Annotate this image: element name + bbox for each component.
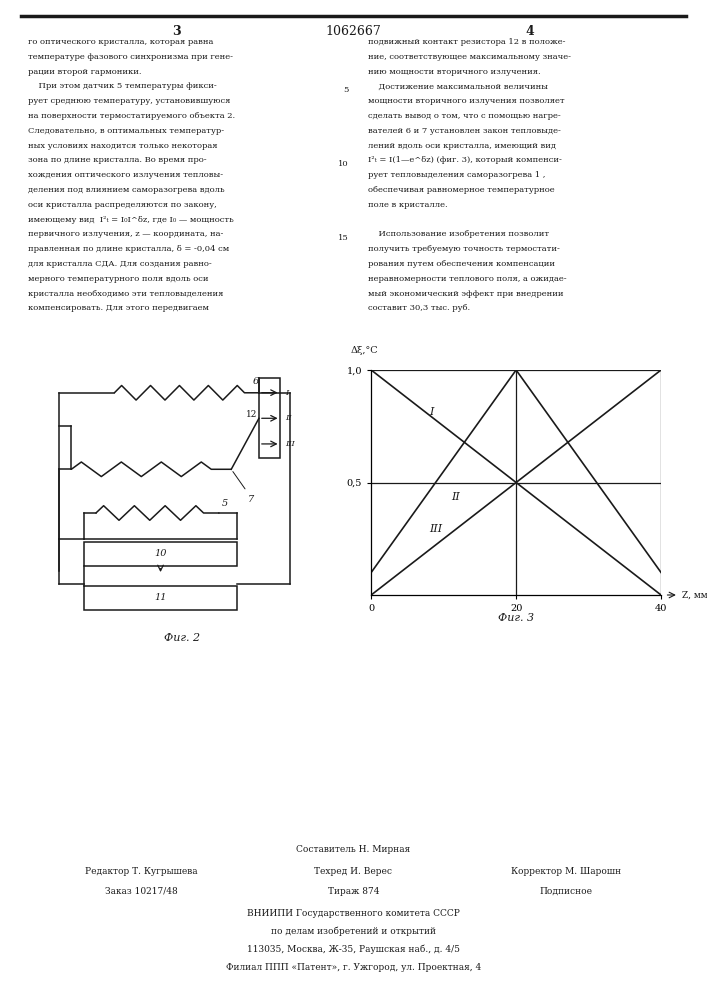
- Text: Заказ 10217/48: Заказ 10217/48: [105, 887, 177, 896]
- Text: 3: 3: [173, 25, 181, 38]
- Text: Тираж 874: Тираж 874: [328, 887, 379, 896]
- Text: Z, мм: Z, мм: [682, 590, 707, 599]
- Bar: [83, 542, 238, 566]
- Text: 5: 5: [343, 86, 349, 94]
- Text: получить требуемую точность термостати-: получить требуемую точность термостати-: [368, 245, 559, 253]
- Bar: [259, 378, 281, 458]
- Text: Фиг. 3: Фиг. 3: [498, 613, 534, 623]
- Text: неравномерности теплового поля, а ожидае-: неравномерности теплового поля, а ожидае…: [368, 275, 566, 283]
- Text: Δξ,°C: Δξ,°C: [350, 346, 378, 355]
- Text: I: I: [429, 407, 433, 417]
- Text: 4: 4: [526, 25, 534, 38]
- Text: II: II: [285, 414, 291, 422]
- Text: оси кристалла распределяются по закону,: оси кристалла распределяются по закону,: [28, 201, 217, 209]
- Text: зона по длине кристалла. Во время про-: зона по длине кристалла. Во время про-: [28, 156, 207, 164]
- Text: нию мощности вторичного излучения.: нию мощности вторичного излучения.: [368, 68, 540, 76]
- Text: 1062667: 1062667: [326, 25, 381, 38]
- Text: 7: 7: [248, 495, 255, 504]
- Text: температуре фазового синхронизма при гене-: температуре фазового синхронизма при ген…: [28, 53, 233, 61]
- Text: Достижение максимальной величины: Достижение максимальной величины: [368, 82, 548, 90]
- Text: Техред И. Верес: Техред И. Верес: [315, 867, 392, 876]
- Text: Редактор Т. Кугрышева: Редактор Т. Кугрышева: [85, 867, 198, 876]
- Text: первичного излучения, z — координата, на-: первичного излучения, z — координата, на…: [28, 230, 223, 238]
- Text: 113035, Москва, Ж-35, Раушская наб., д. 4/5: 113035, Москва, Ж-35, Раушская наб., д. …: [247, 945, 460, 954]
- Text: лений вдоль оси кристалла, имеющий вид: лений вдоль оси кристалла, имеющий вид: [368, 142, 556, 150]
- Text: Подписное: Подписное: [539, 887, 592, 896]
- Text: мерного температурного поля вдоль оси: мерного температурного поля вдоль оси: [28, 275, 209, 283]
- Text: хождения оптического излучения тепловы-: хождения оптического излучения тепловы-: [28, 171, 223, 179]
- Text: III: III: [429, 524, 443, 534]
- Text: кристалла необходимо эти тепловыделения: кристалла необходимо эти тепловыделения: [28, 290, 223, 298]
- Text: При этом датчик 5 температуры фикси-: При этом датчик 5 температуры фикси-: [28, 82, 217, 90]
- Text: 10: 10: [338, 160, 349, 168]
- Text: рования путем обеспечения компенсации: рования путем обеспечения компенсации: [368, 260, 554, 268]
- Text: 12: 12: [246, 410, 257, 419]
- Text: мый экономический эффект при внедрении: мый экономический эффект при внедрении: [368, 290, 563, 298]
- Text: по делам изобретений и открытий: по делам изобретений и открытий: [271, 927, 436, 936]
- Text: сделать вывод о том, что с помощью нагре-: сделать вывод о том, что с помощью нагре…: [368, 112, 561, 120]
- Text: Фиг. 2: Фиг. 2: [164, 633, 200, 643]
- Text: вателей 6 и 7 установлен закон тепловыде-: вателей 6 и 7 установлен закон тепловыде…: [368, 127, 561, 135]
- Text: рации второй гармоники.: рации второй гармоники.: [28, 68, 142, 76]
- Text: Корректор М. Шарошн: Корректор М. Шарошн: [510, 867, 621, 876]
- Text: III: III: [285, 440, 295, 448]
- Text: имеющему вид  I²ₜ = I₀I^δz, где I₀ — мощность: имеющему вид I²ₜ = I₀I^δz, где I₀ — мощн…: [28, 216, 234, 224]
- Text: правленная по длине кристалла, δ = -0,04 см: правленная по длине кристалла, δ = -0,04…: [28, 245, 230, 253]
- Text: ние, соответствующее максимальному значе-: ние, соответствующее максимальному значе…: [368, 53, 571, 61]
- Text: ВНИИПИ Государственного комитета СССР: ВНИИПИ Государственного комитета СССР: [247, 909, 460, 918]
- Text: поле в кристалле.: поле в кристалле.: [368, 201, 448, 209]
- Text: Филиал ППП «Патент», г. Ужгород, ул. Проектная, 4: Филиал ППП «Патент», г. Ужгород, ул. Про…: [226, 963, 481, 972]
- Text: I²ₜ = I(1—e^δz) (фиг. 3), который компенси-: I²ₜ = I(1—e^δz) (фиг. 3), который компен…: [368, 156, 561, 164]
- Bar: [83, 586, 238, 610]
- Text: обеспечивая равномерное температурное: обеспечивая равномерное температурное: [368, 186, 554, 194]
- Text: 11: 11: [154, 593, 167, 602]
- Text: компенсировать. Для этого передвигаем: компенсировать. Для этого передвигаем: [28, 304, 209, 312]
- Text: Составитель Н. Мирная: Составитель Н. Мирная: [296, 845, 411, 854]
- Text: го оптического кристалла, которая равна: го оптического кристалла, которая равна: [28, 38, 214, 46]
- Text: 6: 6: [253, 377, 259, 386]
- Text: Использование изобретения позволит: Использование изобретения позволит: [368, 230, 549, 238]
- Text: 10: 10: [154, 549, 167, 558]
- Text: подвижный контакт резистора 12 в положе-: подвижный контакт резистора 12 в положе-: [368, 38, 565, 46]
- Text: II: II: [451, 492, 460, 502]
- Text: деления под влиянием саморазогрева вдоль: деления под влиянием саморазогрева вдоль: [28, 186, 225, 194]
- Text: для кристалла СДА. Для создания равно-: для кристалла СДА. Для создания равно-: [28, 260, 212, 268]
- Text: рует тепловыделения саморазогрева 1 ,: рует тепловыделения саморазогрева 1 ,: [368, 171, 545, 179]
- Text: составит 30,3 тыс. руб.: составит 30,3 тыс. руб.: [368, 304, 469, 312]
- Text: мощности вторичного излучения позволяет: мощности вторичного излучения позволяет: [368, 97, 564, 105]
- Text: I: I: [285, 389, 288, 397]
- Text: на поверхности термостатируемого объекта 2.: на поверхности термостатируемого объекта…: [28, 112, 235, 120]
- Text: ных условиях находится только некоторая: ных условиях находится только некоторая: [28, 142, 218, 150]
- Text: рует среднюю температуру, установившуюся: рует среднюю температуру, установившуюся: [28, 97, 230, 105]
- Text: 5: 5: [222, 499, 228, 508]
- Text: 15: 15: [338, 234, 349, 242]
- Text: Следовательно, в оптимальных температур-: Следовательно, в оптимальных температур-: [28, 127, 224, 135]
